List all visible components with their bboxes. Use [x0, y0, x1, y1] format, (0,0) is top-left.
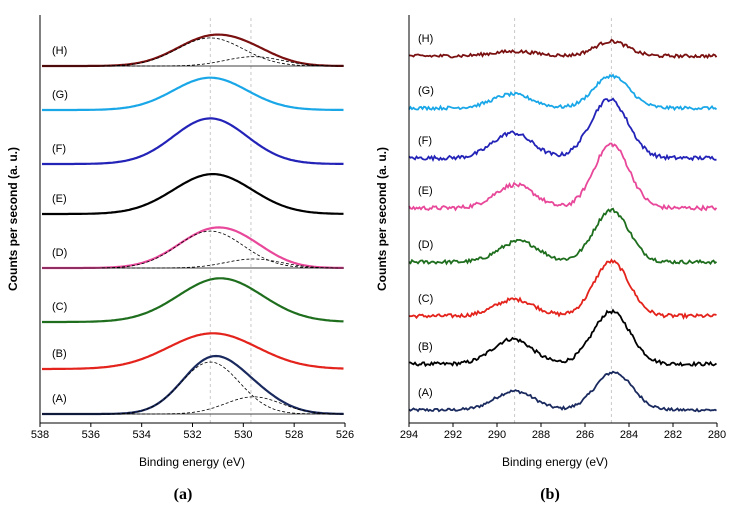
chart-a-series-a [42, 354, 344, 416]
chart-b-series-label: (E) [418, 185, 433, 197]
chart-a-series-label: (E) [52, 193, 67, 205]
chart-a-panel-label: (a) [174, 486, 193, 503]
chart-b-series-e [408, 142, 718, 212]
chart-a-series-label: (A) [52, 393, 67, 405]
chart-a-x-tick-label: 530 [234, 429, 252, 441]
chart-b-x-tick-label: 292 [444, 429, 462, 441]
chart-b-series-label: (C) [418, 293, 433, 305]
chart-a-y-axis-label: Counts per second (a. u.) [6, 147, 20, 291]
chart-b-series-label: (F) [418, 135, 432, 147]
chart-a-series-label: (B) [52, 348, 67, 360]
chart-a-x-tick-label: 528 [285, 429, 303, 441]
chart-b-series-label: (A) [418, 387, 433, 399]
chart-a-x-tick-label: 526 [336, 429, 354, 441]
chart-panel-a: (A) (B) (C) (D) (E) (F) (G) (H) 538 536 534 532 530… [6, 15, 354, 503]
chart-b-x-tick-label: 282 [664, 429, 682, 441]
chart-b-x-tick-label: 288 [532, 429, 550, 441]
chart-a-series-label: (C) [52, 301, 67, 313]
chart-a-x-tick-label: 536 [82, 429, 100, 441]
chart-b-series-d [408, 207, 718, 266]
chart-b-x-tick-label: 290 [488, 429, 506, 441]
chart-b-series-c [408, 258, 717, 321]
chart-a-fit-component [102, 56, 338, 67]
chart-b-x-tick-label: 286 [576, 429, 594, 441]
chart-b-y-axis-label: Counts per second (a. u.) [375, 147, 389, 291]
chart-b-series-h [408, 38, 718, 60]
chart-b-x-tick-label: 294 [400, 429, 418, 441]
chart-a-series-f [42, 117, 344, 166]
chart-a-x-tick-label: 538 [31, 429, 49, 441]
chart-a-x-tick-label: 534 [132, 429, 150, 441]
chart-b-series-f [408, 97, 717, 162]
chart-b-series-label: (H) [418, 33, 433, 45]
chart-a-series-label: (D) [52, 247, 67, 259]
chart-a-series-c [42, 277, 344, 324]
chart-b-series-b [409, 308, 717, 368]
chart-b-series-a [408, 370, 717, 413]
chart-a-fit-component [102, 230, 338, 269]
chart-a-x-axis-label: Binding energy (eV) [139, 455, 245, 469]
chart-b-series-label: (D) [418, 239, 433, 251]
chart-a-x-tick-label: 532 [183, 429, 201, 441]
chart-panel-b: (A) (B) (C) (D) (E) (F) (G) (H) 294 292 290 288 286… [375, 15, 726, 503]
chart-a-fit-component [102, 361, 338, 415]
chart-a-fit-component [102, 258, 338, 269]
chart-a-fit-component [101, 37, 338, 67]
chart-b-series-label: (G) [418, 85, 434, 97]
chart-a-series-label: (F) [52, 143, 66, 155]
chart-a-fit-component [102, 396, 338, 415]
chart-a-series-b [42, 332, 344, 371]
chart-b-series-g [408, 73, 718, 112]
chart-b-x-tick-label: 284 [620, 429, 638, 441]
chart-a-series-label: (H) [52, 45, 67, 57]
chart-a-series-label: (G) [52, 89, 68, 101]
chart-a-series-h [42, 33, 344, 68]
chart-a-series-d [42, 226, 344, 270]
chart-a-series-g [42, 76, 344, 112]
chart-b-series-label: (B) [418, 341, 433, 353]
chart-b-x-axis-label: Binding energy (eV) [502, 455, 608, 469]
chart-b-x-tick-label: 280 [708, 429, 726, 441]
chart-b-panel-label: (b) [540, 486, 560, 503]
chart-a-series-e [42, 173, 344, 216]
